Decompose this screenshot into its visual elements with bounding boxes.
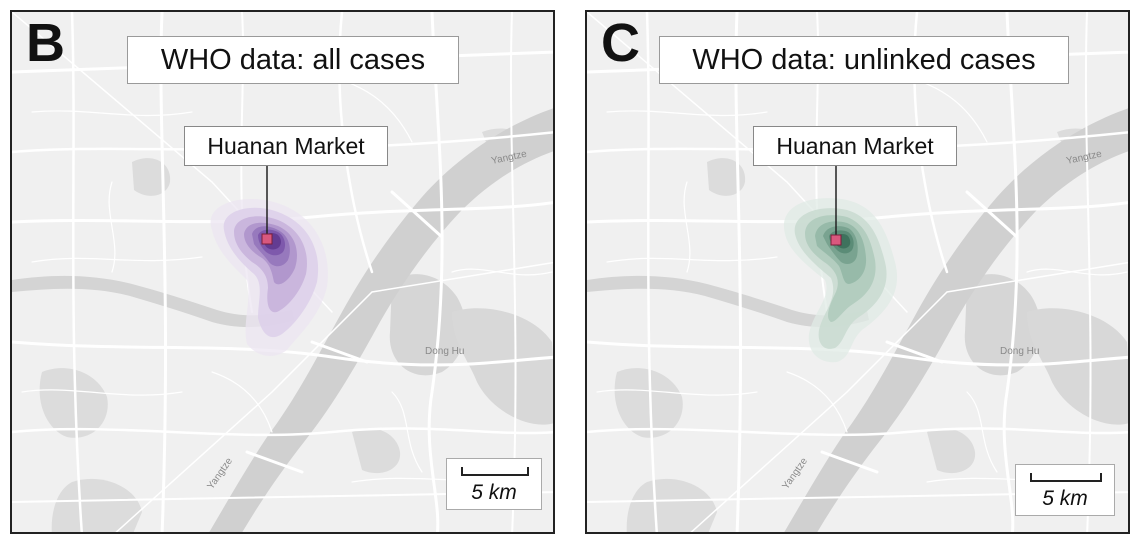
market-label: Huanan Market <box>753 126 957 166</box>
scale-label: 5 km <box>471 481 517 504</box>
case-density-contours <box>210 199 328 356</box>
scale-bar-line <box>461 467 529 476</box>
scale-label: 5 km <box>1042 487 1088 510</box>
market-label: Huanan Market <box>184 126 388 166</box>
basemap: Yangtze Yangtze Dong Hu <box>12 12 553 532</box>
panel-letter: C <box>601 13 640 73</box>
scale-bar: 5 km <box>1015 464 1115 516</box>
scale-bar: 5 km <box>446 458 542 510</box>
panel-letter: B <box>26 13 65 73</box>
panel-title: WHO data: unlinked cases <box>659 36 1069 84</box>
map-panel-b: Yangtze Yangtze Dong Hu B WHO data: all … <box>10 10 555 534</box>
lake-label: Dong Hu <box>1000 346 1039 357</box>
panel-title: WHO data: all cases <box>127 36 459 84</box>
basemap: Yangtze Yangtze Dong Hu <box>587 12 1128 532</box>
map-panel-c: Yangtze Yangtze Dong Hu C WHO data: unli… <box>585 10 1130 534</box>
lake-label: Dong Hu <box>425 346 464 357</box>
market-marker <box>830 234 842 246</box>
case-density-contours <box>783 198 898 363</box>
market-marker <box>261 233 273 245</box>
scale-bar-line <box>1030 473 1102 482</box>
